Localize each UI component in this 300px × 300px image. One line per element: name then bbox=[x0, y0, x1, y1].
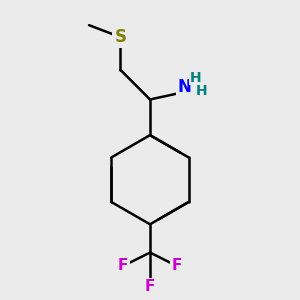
Text: F: F bbox=[172, 258, 182, 273]
Text: F: F bbox=[118, 258, 128, 273]
Text: H: H bbox=[190, 71, 201, 85]
Text: H: H bbox=[196, 84, 208, 98]
Text: N: N bbox=[177, 78, 191, 96]
Text: S: S bbox=[114, 28, 126, 46]
Text: F: F bbox=[145, 279, 155, 294]
